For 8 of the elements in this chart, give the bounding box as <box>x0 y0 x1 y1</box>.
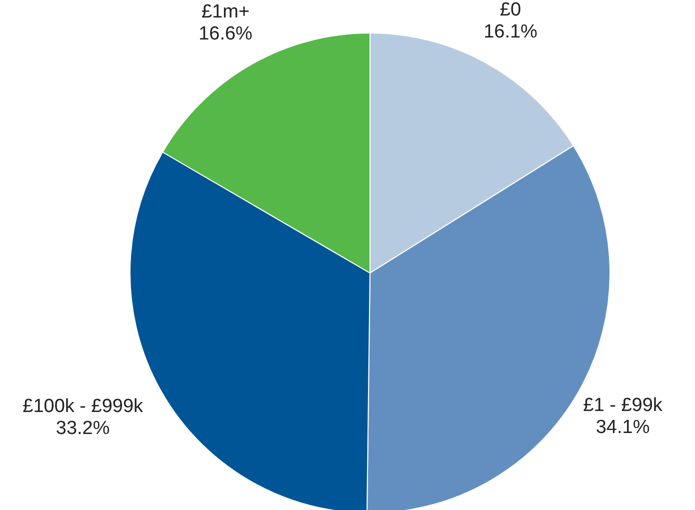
data-label: 34.1% <box>596 417 650 438</box>
slice-label: £1 - £99k <box>583 395 663 416</box>
slice-label: £100k - £999k <box>22 396 144 417</box>
data-label: 16.1% <box>484 21 538 42</box>
slice-label: £0 <box>500 0 522 20</box>
data-label: 16.6% <box>198 24 253 45</box>
data-label: 33.2% <box>56 418 110 439</box>
slice-label: £1m+ <box>201 2 250 23</box>
